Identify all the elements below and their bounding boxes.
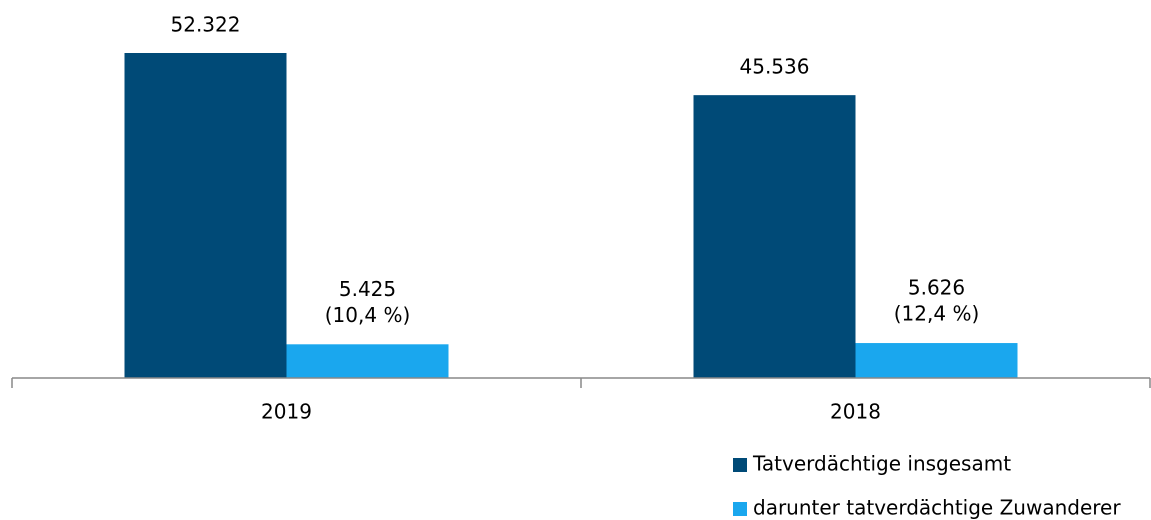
legend-swatch [733,458,747,472]
data-label: 45.536 [740,55,810,79]
bar [124,53,287,378]
x-tick-label: 2018 [830,400,881,424]
legend-label: darunter tatverdächtige Zuwanderer [753,496,1121,520]
data-label: (12,4 %) [894,302,980,326]
bar [693,95,856,378]
data-label: 5.425 [339,277,396,301]
legend-swatch [733,502,747,516]
data-label: 5.626 [908,276,965,300]
data-label: (10,4 %) [325,303,411,327]
bar [286,344,449,378]
legend-label: Tatverdächtige insgesamt [752,452,1011,476]
x-tick-label: 2019 [261,400,312,424]
bar [855,343,1018,378]
data-label: 52.322 [171,13,241,37]
